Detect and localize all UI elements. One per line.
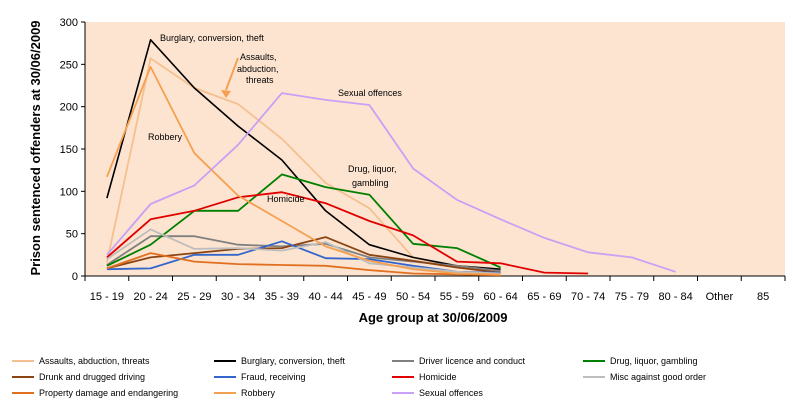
y-tick-label: 300 — [60, 17, 78, 29]
plot-background — [85, 22, 785, 276]
series-line-8 — [106, 252, 501, 277]
x-tick-label: 60 - 64 — [484, 291, 518, 303]
x-tick-label: 25 - 29 — [177, 291, 211, 303]
legend-entry: Assaults, abduction, threats — [39, 356, 150, 366]
series-line-7 — [106, 228, 501, 275]
series-line-3 — [106, 173, 501, 269]
legend-entry: Property damage and endangering — [39, 388, 178, 398]
series-line-1 — [106, 39, 501, 270]
x-tick-label: 70 - 74 — [571, 291, 605, 303]
annotation-arrow — [225, 57, 239, 91]
annotation-label: abduction, — [237, 64, 279, 74]
y-tick-label: 50 — [66, 229, 78, 241]
x-tick-label: 20 - 24 — [134, 291, 168, 303]
legend-entry: Drunk and drugged driving — [39, 372, 145, 382]
annotation-label: threats — [246, 75, 274, 85]
annotation-label: Assaults, — [240, 52, 277, 62]
y-axis-label: Prison sentenced offenders at 30/06/2009 — [28, 20, 43, 275]
legend-entry: Fraud, receiving — [241, 372, 306, 382]
y-tick-label: 0 — [72, 271, 78, 283]
series-line-0 — [106, 57, 501, 275]
legend-entry: Driver licence and conduct — [419, 356, 526, 366]
annotations: Burglary, conversion, theft Assaults, abdu… — [148, 33, 402, 204]
x-tick-label: 80 - 84 — [659, 291, 693, 303]
y-tick-label: 250 — [60, 59, 78, 71]
series-line-4 — [106, 236, 501, 274]
x-tick-label: 45 - 49 — [352, 291, 386, 303]
annotation-label: gambling — [352, 178, 389, 188]
x-tick-label: 50 - 54 — [396, 291, 430, 303]
legend-entry: Homicide — [419, 372, 457, 382]
x-tick-label: 75 - 79 — [615, 291, 649, 303]
annotation-label: Drug, liquor, — [348, 164, 397, 174]
annotation-label: Burglary, conversion, theft — [160, 33, 264, 43]
legend-entry: Robbery — [241, 388, 276, 398]
x-tick-label: 55 - 59 — [440, 291, 474, 303]
x-tick-label: Other — [706, 291, 734, 303]
legend-entry: Burglary, conversion, theft — [241, 356, 345, 366]
legend-entry: Drug, liquor, gambling — [610, 356, 698, 366]
x-tick-label: 85 — [757, 291, 769, 303]
x-tick-label: 35 - 39 — [265, 291, 299, 303]
series-lines — [106, 39, 676, 277]
annotation-label: Homicide — [267, 194, 305, 204]
y-tick-label: 150 — [60, 144, 78, 156]
series-line-9 — [106, 66, 501, 276]
legend-entry: Sexual offences — [419, 388, 483, 398]
annotation-label: Sexual offences — [338, 88, 402, 98]
y-tick-label: 200 — [60, 102, 78, 114]
annotation-label: Robbery — [148, 132, 183, 142]
x-tick-label: 30 - 34 — [221, 291, 255, 303]
x-tick-label: 65 - 69 — [527, 291, 561, 303]
legend-entry: Misc against good order — [610, 372, 706, 382]
y-tick-label: 100 — [60, 186, 78, 198]
annotation-arrowhead — [221, 90, 231, 98]
series-line-10 — [106, 92, 676, 273]
x-axis: 15 - 19 20 - 24 25 - 29 30 - 34 35 - 39 40 - … — [84, 275, 786, 303]
x-tick-label: 40 - 44 — [309, 291, 343, 303]
legend: Assaults, abduction, threats Burglary, co… — [12, 356, 706, 398]
series-line-6 — [106, 191, 589, 275]
x-axis-label: Age group at 30/06/2009 — [359, 310, 508, 325]
y-axis: 0 50 100 150 200 250 300 — [60, 17, 86, 283]
x-tick-label: 15 - 19 — [90, 291, 124, 303]
